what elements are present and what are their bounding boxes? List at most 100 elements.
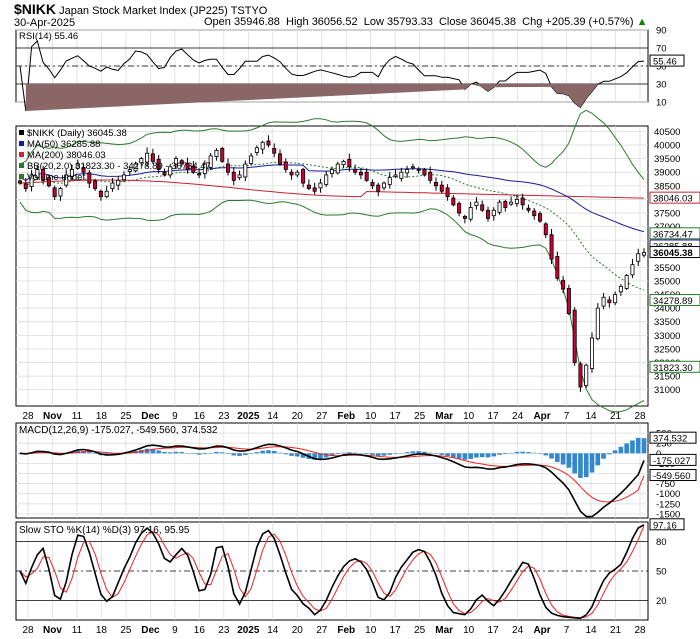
price-candle: [295, 171, 300, 176]
macd-histogram-bar: [283, 453, 289, 455]
price-candle: [324, 174, 329, 185]
price-candle: [416, 169, 421, 171]
price-candle: [249, 155, 254, 164]
macd-histogram-bar: [387, 453, 393, 455]
price-candle: [624, 275, 629, 289]
price-tick-label: 40500: [654, 127, 680, 138]
x-axis-label: 2025: [237, 625, 260, 636]
price-candle: [283, 161, 288, 170]
price-candle: [630, 264, 635, 276]
sto-d-line: [19, 525, 645, 619]
price-tick-label: 38500: [654, 181, 680, 192]
price-candle: [208, 155, 213, 168]
price-candle: [116, 179, 121, 186]
macd-value-tag: [649, 453, 697, 466]
price-tick-label: 39000: [654, 168, 680, 179]
macd-histogram-bar: [537, 453, 543, 454]
x-axis-label: 18: [96, 411, 108, 422]
macd-histogram-bar: [399, 452, 404, 454]
macd-histogram-bar: [514, 451, 520, 454]
price-candle: [636, 253, 641, 262]
price-candle: [58, 188, 63, 197]
macd-histogram-bar: [503, 453, 508, 455]
macd-histogram-bar: [422, 451, 427, 454]
macd-histogram-bar: [491, 453, 497, 457]
x-axis-label: 28: [634, 625, 646, 636]
price-tick-label: 31000: [654, 385, 680, 396]
price-candle: [191, 165, 196, 173]
price-candle: [613, 294, 618, 304]
price-candle: [301, 169, 306, 184]
price-candle: [561, 279, 566, 290]
price-value-tag: [649, 246, 700, 259]
macd-histogram-bar: [191, 453, 196, 454]
exchange-name: TSTYO: [230, 5, 268, 17]
x-axis-label: 17: [488, 625, 500, 636]
bollinger-lower-band: [19, 199, 645, 413]
macd-histogram-bar: [254, 452, 260, 454]
price-candle: [439, 184, 444, 192]
price-candle: [266, 140, 271, 146]
price-candle: [382, 182, 386, 189]
price-value-tag-text: 36734.47: [653, 229, 693, 240]
x-axis-label: 11: [72, 411, 83, 422]
price-candle: [387, 177, 392, 185]
price-value-tag-text: 34278.89: [653, 296, 693, 307]
price-candle: [35, 169, 40, 179]
price-candle: [278, 153, 282, 165]
price-candle: [41, 169, 46, 181]
x-axis-label: 10: [365, 411, 377, 422]
macd-histogram-bar: [595, 453, 601, 466]
ticker-symbol: $NIKK: [14, 1, 57, 17]
sto-tick-label: 80: [656, 537, 667, 548]
ohlc-line: Open 35946.88 High 36056.52 Low 35793.33…: [204, 16, 648, 28]
price-candle: [133, 163, 138, 172]
price-candle: [399, 171, 404, 179]
price-candle: [509, 201, 514, 205]
price-candle: [145, 152, 150, 163]
price-candle: [618, 285, 623, 293]
price-candle: [514, 198, 519, 204]
price-tick-label: 35000: [654, 276, 680, 287]
macd-histogram-bar: [526, 452, 531, 454]
x-axis-label: Dec: [141, 411, 160, 422]
macd-histogram-bar: [468, 453, 473, 459]
price-value-tag: [649, 191, 700, 204]
price-candle: [231, 171, 236, 181]
price-candle: [347, 158, 352, 168]
macd-value-tag: [649, 469, 697, 482]
x-axis-label: Mar: [435, 625, 453, 636]
macd-histogram-bar: [508, 452, 514, 454]
price-candle: [370, 182, 375, 187]
price-candle: [520, 197, 525, 206]
macd-tick-label: -1250: [656, 499, 680, 510]
macd-histogram-bar: [462, 453, 468, 460]
legend-swatch: [19, 130, 24, 135]
macd-histogram-bar: [347, 452, 352, 454]
price-tick-label: 32500: [654, 344, 680, 355]
x-axis-label: 28: [22, 411, 34, 422]
macd-value-tag: [649, 431, 697, 444]
x-axis-label: 25: [120, 625, 132, 636]
macd-histogram-bar: [607, 453, 612, 455]
rsi-tick-label: 10: [656, 98, 667, 109]
price-candle: [243, 163, 248, 178]
x-axis-label: 20: [292, 625, 304, 636]
legend-entry: MA(50) 36285.88: [27, 139, 100, 150]
price-candle: [601, 296, 606, 307]
price-candle: [162, 171, 167, 176]
macd-histogram-bar: [277, 452, 283, 454]
rsi-line: [19, 40, 645, 112]
macd-histogram-bar: [618, 446, 624, 454]
price-candle: [584, 364, 589, 387]
price-candle: [272, 148, 277, 154]
rsi-tick-label: 90: [656, 26, 667, 37]
x-axis-label: 9: [172, 625, 178, 636]
price-candle: [237, 174, 242, 179]
x-axis-label: 16: [194, 625, 206, 636]
macd-histogram-bar: [358, 453, 364, 454]
price-candle: [156, 158, 161, 170]
price-tick-label: 37500: [654, 208, 680, 219]
macd-histogram-bar: [485, 453, 491, 458]
price-tick-label: 31500: [654, 372, 680, 383]
